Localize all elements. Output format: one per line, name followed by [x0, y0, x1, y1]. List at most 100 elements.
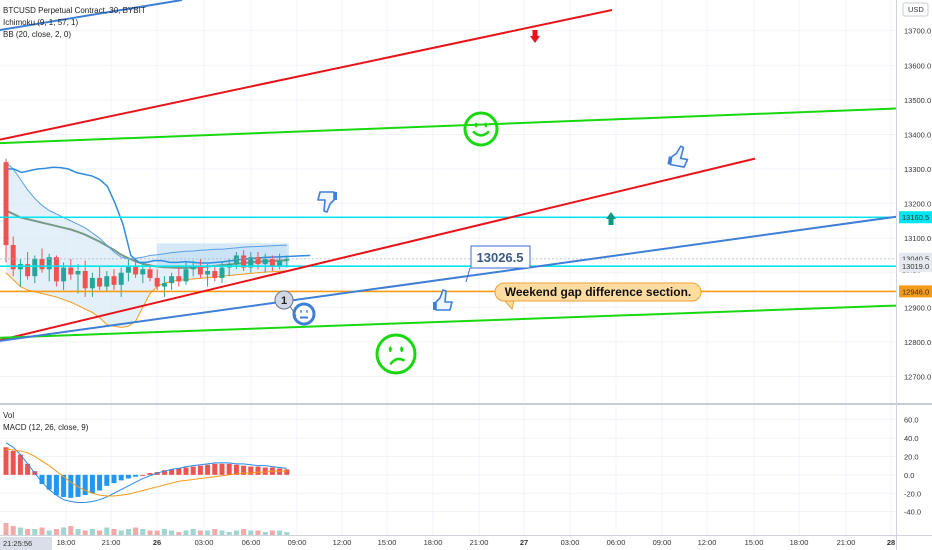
badge-current-bg [899, 252, 932, 265]
macd-histogram-bar [226, 463, 232, 475]
macd-histogram-bar [169, 469, 175, 475]
time-tick-label: 18:00 [790, 538, 809, 547]
smiley-neutral-icon [292, 302, 316, 326]
macd-histogram-bar [68, 474, 74, 498]
macd-legend: MACD (12, 26, close, 9) [3, 423, 89, 432]
thumbs-up-icon [433, 289, 453, 311]
time-tick-label: 09:00 [288, 538, 307, 547]
candle-body [133, 265, 139, 275]
candle-body [277, 260, 283, 266]
macd-histogram-bar [53, 474, 59, 496]
badge-mid: 13019.0 [902, 262, 929, 271]
time-tick-label: 12:00 [333, 538, 352, 547]
price-tick-label: 13600.0 [904, 61, 931, 70]
macd-tick-label: 0.0 [904, 471, 914, 480]
volume-bar [3, 523, 9, 535]
macd-histogram-bar [39, 474, 45, 485]
smiley-happy-icon [463, 111, 499, 147]
candle-body [140, 269, 146, 275]
volume-bar [190, 529, 196, 535]
macd-histogram-bar [111, 474, 117, 484]
volume-bar [219, 530, 225, 535]
macd-histogram-bar [147, 473, 153, 475]
time-tick-label: 03:00 [561, 538, 580, 547]
volume-bar [32, 529, 38, 535]
smiley-eye [388, 346, 392, 353]
macd-tick-label: 20.0 [904, 452, 919, 461]
volume-bar [68, 526, 74, 535]
time-tick-label: 06:00 [242, 538, 261, 547]
count-bubble-circle [274, 290, 294, 310]
volume-bar [233, 530, 239, 535]
candle-body [68, 267, 74, 275]
thumbs-down-icon [317, 191, 337, 213]
macd-line [5, 442, 287, 503]
price-tick-label: 12800.0 [904, 338, 931, 347]
currency-label: USD [908, 5, 924, 14]
volume-bar [269, 530, 275, 535]
volume-bar [255, 530, 261, 535]
candle-body [161, 283, 167, 287]
candle-body [89, 277, 95, 289]
volume-bar [277, 530, 283, 535]
volume-bar [89, 529, 95, 535]
volume-bar [53, 529, 59, 535]
volume-bar [17, 527, 23, 535]
arrow-down-icon [530, 30, 540, 43]
volume-bar [125, 529, 131, 535]
candle-body [212, 271, 218, 278]
volume-bar [147, 530, 153, 535]
candle-body [46, 257, 52, 270]
thumbs-up-icon [667, 145, 689, 168]
candle-body [262, 258, 268, 265]
macd-histogram-bar [241, 465, 247, 475]
candle-body [205, 271, 211, 275]
weekend-note: Weekend gap difference section. [494, 282, 702, 311]
hand-shape [669, 145, 689, 168]
candle-body [53, 257, 59, 282]
badge-current: 13040.5 [902, 255, 929, 264]
price-tick-label: 13100.0 [904, 234, 931, 243]
weekend-note-tail [503, 300, 515, 311]
macd-histogram-bar [61, 474, 67, 497]
macd-histogram-bar [140, 474, 146, 476]
macd-histogram-bar [176, 468, 182, 475]
hand-cuff [667, 156, 672, 165]
smiley-eye [306, 310, 308, 313]
smiley-face [375, 333, 417, 375]
smiley-eye [300, 310, 302, 313]
count-bubble-tail [289, 305, 297, 317]
macd-histogram-bar [10, 450, 16, 475]
smiley-sad-icon [375, 333, 417, 375]
trend-line-green-lower [0, 304, 897, 339]
candle-body [154, 277, 160, 287]
price-callout-box [470, 245, 531, 269]
count-bubble-text: 1 [281, 295, 287, 307]
volume-bar [226, 532, 232, 535]
macd-histogram-bar [97, 474, 103, 491]
bb-upper-line [5, 161, 287, 260]
volume-bar [97, 530, 103, 535]
macd-tick-label: -20.0 [904, 489, 921, 498]
macd-histogram-bar [248, 466, 254, 475]
macd-histogram-bar [205, 464, 211, 475]
candle-body [75, 271, 81, 275]
time-tick-label: 09:00 [653, 538, 672, 547]
candle-body [255, 257, 261, 265]
price-callout-pointer [465, 267, 471, 283]
macd-histogram-bar [3, 447, 9, 475]
smiley-mouth [389, 357, 406, 366]
smiley-eye [474, 122, 478, 128]
volume-bar [111, 529, 117, 535]
time-tick-label: 26 [153, 538, 161, 547]
macd-histogram-bar [25, 463, 31, 475]
time-tick-label: 18:00 [424, 538, 443, 547]
symbol-legend: BTCUSD Perpetual Contract, 30, BYBIT [3, 6, 146, 15]
macd-histogram-bar [190, 466, 196, 475]
volume-bar [39, 527, 45, 535]
candle-body [10, 245, 16, 270]
bb-mid-line [5, 209, 287, 269]
volume-bar [104, 527, 110, 535]
candle-body [61, 267, 67, 282]
